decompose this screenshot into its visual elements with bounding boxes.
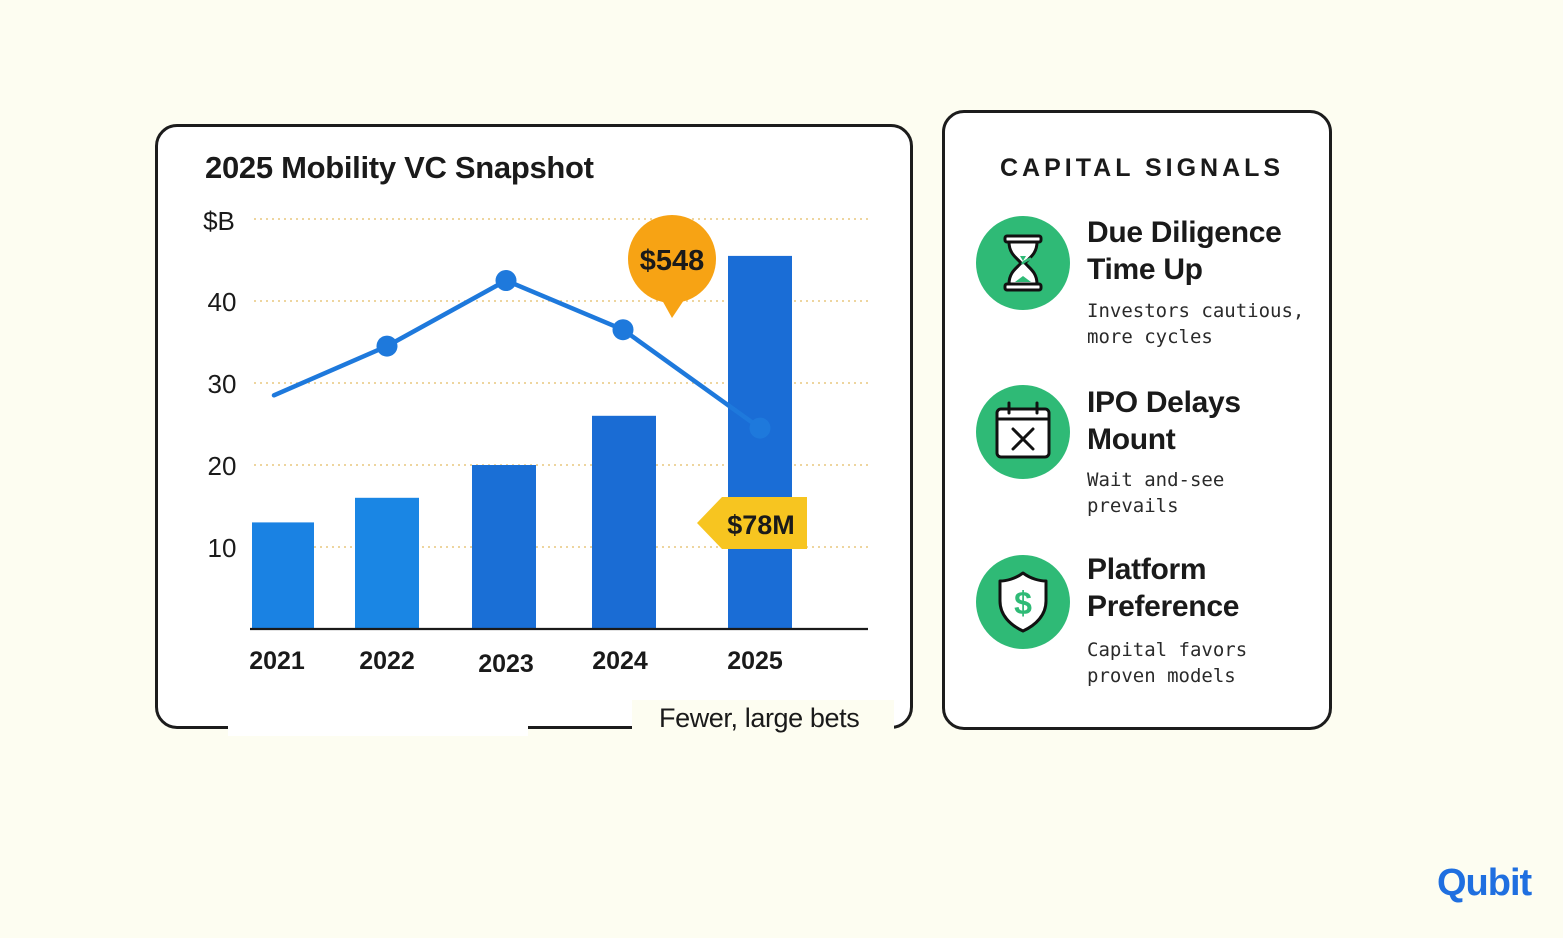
annotation-bubble bbox=[628, 215, 716, 303]
signal-title-platform: Platform Preference bbox=[1087, 553, 1240, 623]
trend-line bbox=[271, 278, 763, 431]
y-axis-label: $B bbox=[203, 206, 235, 236]
signals-heading: CAPITAL SIGNALS bbox=[1000, 154, 1285, 182]
bar bbox=[592, 415, 656, 629]
trend-point bbox=[749, 417, 771, 439]
annotation-bubble-label: $548 bbox=[640, 245, 705, 277]
chart-title: 2025 Mobility VC Snapshot bbox=[205, 150, 594, 185]
x-tick-label: 2023 bbox=[478, 650, 534, 678]
bar bbox=[252, 522, 314, 629]
x-tick-label: 2022 bbox=[359, 647, 415, 675]
signal-title-due-diligence: Due Diligence Time Up bbox=[1087, 216, 1282, 286]
annotation-bubble-tail bbox=[662, 300, 684, 318]
svg-text:$: $ bbox=[1014, 585, 1032, 621]
signal-desc-platform: Capital favors proven models bbox=[1087, 639, 1248, 687]
annotation-tag-label: $78M bbox=[727, 510, 795, 540]
trend-point bbox=[612, 319, 634, 341]
y-tick-label: 40 bbox=[208, 287, 237, 317]
signal-desc-ipo-delays: Wait and-see prevails bbox=[1087, 469, 1225, 517]
signal-title-ipo-delays: IPO Delays Mount bbox=[1087, 386, 1241, 456]
bar bbox=[728, 255, 792, 629]
trend-point bbox=[495, 270, 517, 291]
brand-logo: Qubit bbox=[1437, 862, 1532, 904]
bar bbox=[355, 497, 419, 629]
trend-point bbox=[376, 335, 398, 357]
bar bbox=[472, 465, 536, 629]
signal-desc-due-diligence: Investors cautious, more cycles bbox=[1087, 300, 1305, 348]
y-tick-label: 10 bbox=[208, 533, 237, 563]
calendar-x-icon bbox=[976, 385, 1070, 479]
chart-footer-mask bbox=[228, 700, 528, 736]
shield-dollar-icon: $ bbox=[976, 555, 1070, 649]
y-tick-label: 30 bbox=[208, 369, 237, 399]
x-tick-label: 2024 bbox=[592, 647, 648, 675]
annotation-tag bbox=[697, 497, 807, 549]
x-tick-label: 2025 bbox=[727, 647, 783, 675]
hourglass-icon bbox=[976, 216, 1070, 310]
x-tick-label: 2021 bbox=[249, 647, 305, 675]
y-tick-label: 20 bbox=[208, 451, 237, 481]
chart-footnote: Fewer, large bets bbox=[655, 703, 864, 734]
